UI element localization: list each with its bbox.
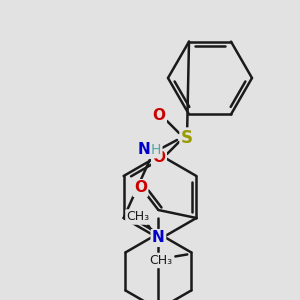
Text: CH₃: CH₃	[150, 254, 173, 267]
Text: O: O	[152, 151, 166, 166]
Text: O: O	[134, 181, 147, 196]
Text: S: S	[181, 129, 193, 147]
Text: N: N	[138, 142, 150, 158]
Text: H: H	[151, 143, 161, 157]
Text: N: N	[152, 230, 165, 245]
Text: O: O	[152, 109, 166, 124]
Text: CH₃: CH₃	[126, 211, 150, 224]
